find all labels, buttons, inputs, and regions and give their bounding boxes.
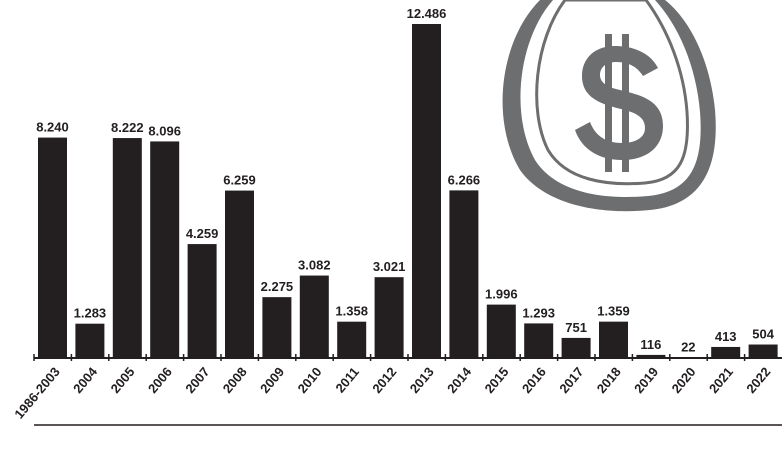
x-tick-label: 2013 [407, 364, 437, 396]
value-label: 8.240 [36, 120, 69, 135]
value-label: 1.358 [335, 304, 368, 319]
value-label: 4.259 [186, 226, 219, 241]
x-tick-label: 2007 [182, 364, 212, 396]
value-label: 1.293 [522, 305, 555, 320]
value-label: 8.096 [148, 123, 181, 138]
x-tick-label: 2004 [70, 364, 101, 396]
x-tick-label: 2012 [369, 364, 399, 396]
bar [711, 347, 740, 358]
value-label: 1.359 [597, 304, 630, 319]
x-tick-label: 2015 [482, 364, 512, 396]
bar [188, 244, 217, 358]
bar [599, 322, 628, 358]
x-tick-label: 1986-2003 [11, 364, 62, 421]
bar [412, 24, 441, 358]
bar [113, 138, 142, 358]
bar [300, 276, 329, 358]
bar [225, 191, 254, 358]
x-tick-label: 2009 [257, 364, 287, 396]
value-label: 22 [681, 339, 695, 354]
bar [749, 345, 778, 358]
value-label: 3.021 [373, 259, 406, 274]
value-label: 3.082 [298, 258, 331, 273]
bar [449, 190, 478, 358]
bar [38, 138, 67, 358]
chart: 8.240 1986-2003 1.283 2004 8.222 2005 8.096 200… [0, 0, 782, 454]
bar [262, 297, 291, 358]
value-label: 1.283 [74, 306, 107, 321]
x-tick-label: 2020 [669, 364, 699, 396]
x-tick-label: 2021 [706, 364, 736, 396]
bar [636, 355, 665, 358]
value-label: 413 [715, 329, 737, 344]
x-tick-label: 2019 [631, 364, 661, 396]
bar [524, 323, 553, 358]
x-tick-label: 2018 [594, 364, 624, 396]
bar [674, 357, 703, 358]
x-tick-label: 2022 [743, 364, 773, 396]
bar [487, 305, 516, 358]
money-bag-icon [503, 0, 716, 211]
value-label: 8.222 [111, 120, 144, 135]
value-label: 6.259 [223, 173, 256, 188]
x-tick-label: 2017 [556, 364, 586, 396]
x-tick-label: 2005 [108, 364, 138, 396]
value-label: 1.996 [485, 287, 518, 302]
value-label: 751 [565, 320, 587, 335]
bar [562, 338, 591, 358]
value-label: 116 [640, 337, 661, 352]
x-tick-label: 2016 [519, 364, 549, 396]
bar [375, 277, 404, 358]
x-tick-label: 2008 [220, 364, 250, 396]
bar [75, 324, 104, 358]
bar [150, 141, 179, 358]
x-tick-label: 2014 [444, 364, 475, 396]
x-tick-label: 2011 [332, 364, 362, 395]
x-tick-label: 2006 [145, 364, 175, 396]
bar [337, 322, 366, 358]
value-label: 12.486 [407, 6, 447, 21]
x-tick-label: 2010 [295, 364, 325, 396]
value-label: 6.266 [448, 172, 481, 187]
value-label: 504 [752, 327, 774, 342]
value-label: 2.275 [261, 279, 294, 294]
